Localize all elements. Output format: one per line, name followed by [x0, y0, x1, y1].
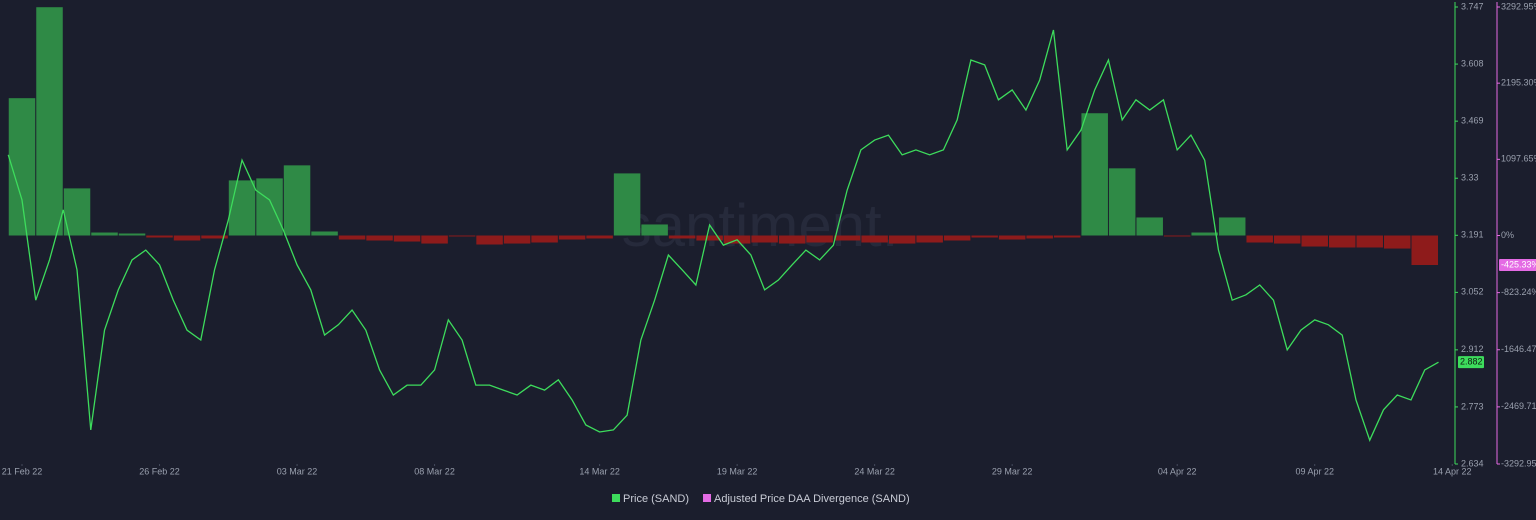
legend-label: Price (SAND) — [623, 493, 689, 505]
bar — [861, 235, 888, 243]
value-badge-label: -425.33% — [1501, 259, 1536, 269]
x-tick-label: 26 Feb 22 — [139, 466, 180, 476]
bar — [558, 235, 586, 240]
bar — [173, 235, 201, 241]
bar — [1136, 217, 1163, 236]
price-line — [7, 29, 1439, 442]
y-tick-label: 3.33 — [1461, 173, 1479, 183]
bar — [256, 178, 283, 236]
bar — [1218, 217, 1246, 236]
bar — [1081, 113, 1108, 236]
x-tick-label: 03 Mar 22 — [277, 466, 318, 476]
bar — [1411, 235, 1438, 266]
bar — [916, 235, 943, 243]
bar — [366, 235, 393, 241]
bar — [393, 235, 421, 242]
bar — [751, 235, 778, 243]
bar — [421, 235, 448, 244]
bar — [641, 224, 668, 236]
bar — [888, 235, 916, 244]
x-tick-label: 09 Apr 22 — [1295, 466, 1334, 476]
y-tick-label: 3.608 — [1461, 58, 1484, 68]
bar — [63, 188, 91, 236]
value-badge-label: 2.882 — [1460, 357, 1483, 367]
x-tick-label: 14 Apr 22 — [1433, 466, 1472, 476]
legend-swatch — [703, 494, 712, 502]
bar — [1163, 235, 1191, 237]
bar — [531, 235, 558, 243]
x-tick-label: 14 Mar 22 — [579, 466, 620, 476]
bar — [338, 235, 366, 240]
bar — [1383, 235, 1411, 249]
bar — [36, 7, 63, 236]
bar — [998, 235, 1026, 240]
bar — [1328, 235, 1356, 248]
bar — [1356, 235, 1383, 248]
y-tick-label: 2.773 — [1461, 401, 1484, 411]
bar — [228, 180, 256, 236]
bar — [1026, 235, 1053, 239]
y-tick-label: 3.052 — [1461, 287, 1484, 297]
y-tick-label: 2.634 — [1461, 458, 1484, 468]
bar — [971, 235, 998, 238]
x-tick-label: 29 Mar 22 — [992, 466, 1033, 476]
y2-tick-label: 2195.30% — [1501, 78, 1536, 88]
bar — [943, 235, 971, 241]
bar — [311, 231, 338, 236]
x-tick-label: 24 Mar 22 — [854, 466, 895, 476]
bar — [1191, 232, 1218, 236]
y2-tick-label: -2469.71% — [1501, 401, 1536, 411]
bar — [806, 235, 833, 243]
legend: Price (SAND) Adjusted Price DAA Divergenc… — [612, 493, 910, 505]
bar — [118, 233, 146, 236]
x-tick-label: 08 Mar 22 — [414, 466, 455, 476]
bar — [201, 235, 228, 239]
bar — [476, 235, 503, 245]
y-tick-label: 3.469 — [1461, 116, 1484, 126]
bar — [696, 235, 723, 241]
value-badge — [1499, 259, 1536, 272]
bar — [778, 235, 806, 244]
bar — [833, 235, 861, 241]
y2-tick-label: -823.24% — [1501, 287, 1536, 297]
y-tick-label: 3.191 — [1461, 230, 1484, 240]
y2-tick-label: 0% — [1501, 230, 1514, 240]
bar — [1053, 235, 1081, 238]
bar — [613, 173, 641, 236]
bar — [8, 98, 36, 236]
bar — [1301, 235, 1328, 247]
value-badge — [1458, 356, 1484, 369]
bar — [91, 232, 118, 236]
x-tick-label: 04 Apr 22 — [1158, 466, 1197, 476]
bar — [1108, 168, 1136, 236]
y2-tick-label: -1646.47% — [1501, 344, 1536, 354]
y2-tick-label: 3292.95% — [1501, 1, 1536, 11]
y2-tick-label: 1097.65% — [1501, 154, 1536, 164]
bar — [503, 235, 531, 244]
bar — [1273, 235, 1301, 244]
y2-tick-label: -3292.95% — [1501, 458, 1536, 468]
bar — [448, 235, 476, 237]
bar — [146, 235, 173, 238]
bar — [283, 165, 311, 236]
y-tick-label: 2.912 — [1461, 344, 1484, 354]
x-tick-label: 19 Mar 22 — [717, 466, 758, 476]
bar — [586, 235, 613, 239]
y-tick-label: 3.747 — [1461, 1, 1484, 11]
legend-label: Adjusted Price DAA Divergence (SAND) — [714, 493, 910, 505]
x-tick-label: 21 Feb 22 — [2, 466, 43, 476]
bar — [668, 235, 696, 239]
bar — [1246, 235, 1273, 243]
legend-swatch — [612, 494, 620, 502]
